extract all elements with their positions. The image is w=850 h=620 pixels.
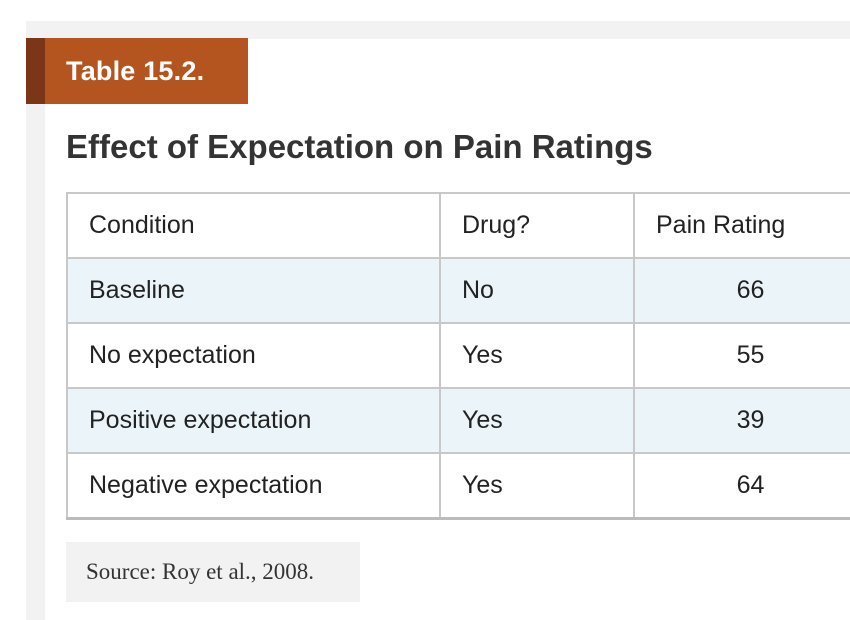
header-drug: Drug?: [439, 192, 635, 259]
cell-pain-rating: 64: [633, 452, 850, 520]
cell-condition: Positive expectation: [66, 387, 441, 454]
frame-top-border: [26, 21, 850, 39]
cell-condition: Baseline: [66, 257, 441, 324]
cell-condition: No expectation: [66, 322, 441, 389]
cell-pain-rating: 66: [633, 257, 850, 324]
header-condition: Condition: [66, 192, 441, 259]
header-pain-rating: Pain Rating: [633, 192, 850, 259]
cell-condition: Negative expectation: [66, 452, 441, 520]
table-header-row: Condition Drug? Pain Rating: [66, 192, 850, 259]
cell-drug: Yes: [439, 322, 635, 389]
table-container: Condition Drug? Pain Rating Baseline No …: [66, 192, 850, 521]
cell-pain-rating: 55: [633, 322, 850, 389]
source-note: Source: Roy et al., 2008.: [66, 542, 360, 602]
table-label: Table 15.2.: [45, 38, 248, 104]
data-table: Condition Drug? Pain Rating Baseline No …: [66, 192, 850, 520]
table-row: No expectation Yes 55: [66, 322, 850, 389]
cell-pain-rating: 39: [633, 387, 850, 454]
cell-drug: Yes: [439, 452, 635, 520]
table-label-stripe: [26, 38, 45, 104]
cell-drug: Yes: [439, 387, 635, 454]
table-row: Negative expectation Yes 64: [66, 452, 850, 520]
frame-left-border: [26, 21, 45, 620]
table-row: Positive expectation Yes 39: [66, 387, 850, 454]
cell-drug: No: [439, 257, 635, 324]
table-caption: Effect of Expectation on Pain Ratings: [66, 128, 653, 165]
table-row: Baseline No 66: [66, 257, 850, 324]
